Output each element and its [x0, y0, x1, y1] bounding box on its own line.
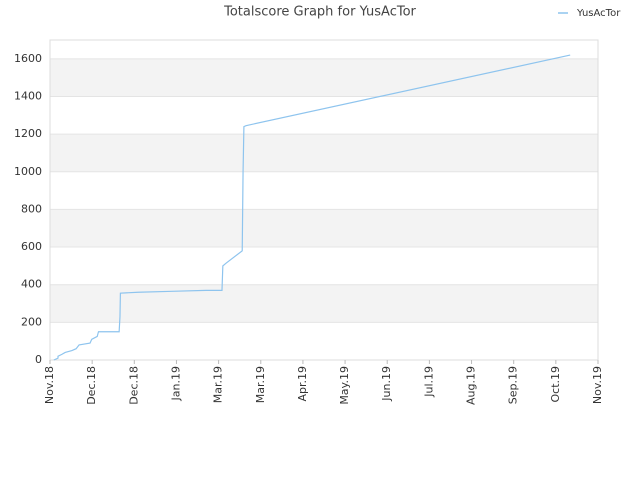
x-tick-label: Mar.19 [212, 366, 225, 403]
x-tick-label: Jun.19 [380, 366, 393, 402]
x-tick-label: Mar.19 [254, 366, 267, 403]
x-tick-label: Dec.18 [85, 366, 98, 405]
grid-band [50, 134, 598, 172]
y-tick-label: 1400 [14, 89, 42, 102]
x-tick-label: Aug.19 [465, 366, 478, 405]
y-tick-label: 600 [21, 240, 42, 253]
x-tick-label: Apr.19 [296, 366, 309, 402]
x-tick-label: Jan.19 [169, 366, 182, 401]
x-tick-label: Dec.18 [127, 366, 140, 405]
x-tick-label: Oct.19 [549, 366, 562, 403]
grid-band [50, 209, 598, 248]
x-tick-label: Nov.19 [591, 366, 604, 404]
legend-label: YusAcTor [576, 8, 621, 19]
x-tick-label: Sep.19 [507, 366, 520, 404]
y-tick-label: 800 [21, 202, 42, 215]
y-tick-label: 400 [21, 278, 42, 291]
plot-frame [49, 39, 599, 361]
chart-title: Totalscore Graph for YusAcTor [223, 5, 416, 20]
x-tick-label: May.19 [338, 366, 351, 405]
grid-band [50, 58, 598, 97]
x-tick-label: Jul.19 [422, 366, 435, 398]
y-tick-label: 200 [21, 315, 42, 328]
x-tick-label: Nov.18 [43, 366, 56, 404]
y-tick-label: 1600 [14, 52, 42, 65]
data-line [53, 54, 571, 361]
y-tick-label: 0 [35, 353, 42, 366]
grid-band [50, 284, 598, 323]
y-tick-label: 1000 [14, 165, 42, 178]
y-tick-label: 1200 [14, 127, 42, 140]
